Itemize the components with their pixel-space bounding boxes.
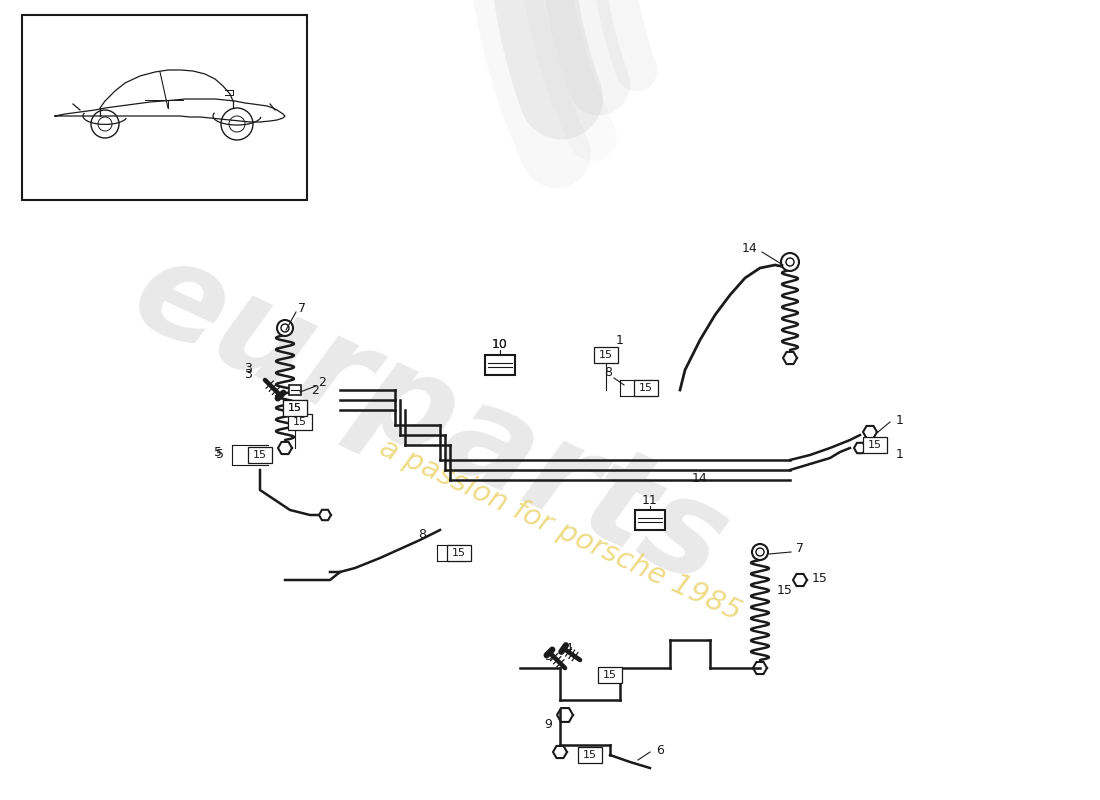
Circle shape xyxy=(781,253,799,271)
Text: 1: 1 xyxy=(896,414,904,426)
Bar xyxy=(283,400,307,416)
Bar xyxy=(594,347,618,363)
Bar xyxy=(578,747,602,763)
Bar xyxy=(248,447,272,463)
Polygon shape xyxy=(783,352,798,364)
Text: 6: 6 xyxy=(656,743,664,757)
Text: eurparts: eurparts xyxy=(113,227,747,613)
Polygon shape xyxy=(864,426,877,438)
Text: 2: 2 xyxy=(318,375,326,389)
Text: 15: 15 xyxy=(583,750,597,760)
Text: 4: 4 xyxy=(564,642,572,654)
Text: 9: 9 xyxy=(544,718,552,731)
Text: 10: 10 xyxy=(492,338,508,350)
Circle shape xyxy=(277,320,293,336)
Bar xyxy=(288,414,312,430)
Text: 15: 15 xyxy=(600,350,613,360)
Text: 11: 11 xyxy=(642,494,658,506)
Bar xyxy=(485,355,515,375)
Bar xyxy=(447,545,471,561)
Text: 5: 5 xyxy=(216,449,224,462)
Polygon shape xyxy=(553,746,566,758)
Bar xyxy=(283,400,307,416)
Polygon shape xyxy=(754,662,767,674)
Text: 14: 14 xyxy=(742,242,758,254)
Polygon shape xyxy=(319,510,331,520)
Bar xyxy=(635,510,666,530)
Polygon shape xyxy=(793,574,807,586)
Text: 15: 15 xyxy=(777,583,793,597)
Polygon shape xyxy=(278,442,292,454)
Text: 15: 15 xyxy=(603,670,617,680)
Text: 5: 5 xyxy=(214,446,222,458)
Text: a passion for porsche 1985: a passion for porsche 1985 xyxy=(375,434,746,626)
Text: 3: 3 xyxy=(244,362,252,374)
Text: 15: 15 xyxy=(868,440,882,450)
Text: 15: 15 xyxy=(253,450,267,460)
Text: 15: 15 xyxy=(293,417,307,427)
Text: 3: 3 xyxy=(244,367,252,381)
Text: 2: 2 xyxy=(311,383,319,397)
Text: 15: 15 xyxy=(812,571,828,585)
Bar xyxy=(634,380,658,396)
Polygon shape xyxy=(557,708,573,722)
Text: 15: 15 xyxy=(639,383,653,393)
Bar xyxy=(598,667,622,683)
Circle shape xyxy=(752,544,768,560)
Bar xyxy=(289,385,301,395)
Text: 10: 10 xyxy=(492,338,508,350)
Text: 15: 15 xyxy=(288,403,302,413)
Text: 7: 7 xyxy=(796,542,804,554)
Text: 1: 1 xyxy=(896,449,904,462)
Text: 8: 8 xyxy=(418,529,426,542)
Text: 8: 8 xyxy=(604,366,612,378)
Polygon shape xyxy=(854,443,866,453)
Bar xyxy=(22,15,307,200)
Text: 15: 15 xyxy=(288,403,302,413)
Text: 3: 3 xyxy=(544,650,552,662)
Text: 7: 7 xyxy=(298,302,306,314)
Text: 14: 14 xyxy=(692,471,708,485)
Text: 15: 15 xyxy=(452,548,466,558)
Text: 1: 1 xyxy=(616,334,624,346)
Bar xyxy=(864,437,887,453)
